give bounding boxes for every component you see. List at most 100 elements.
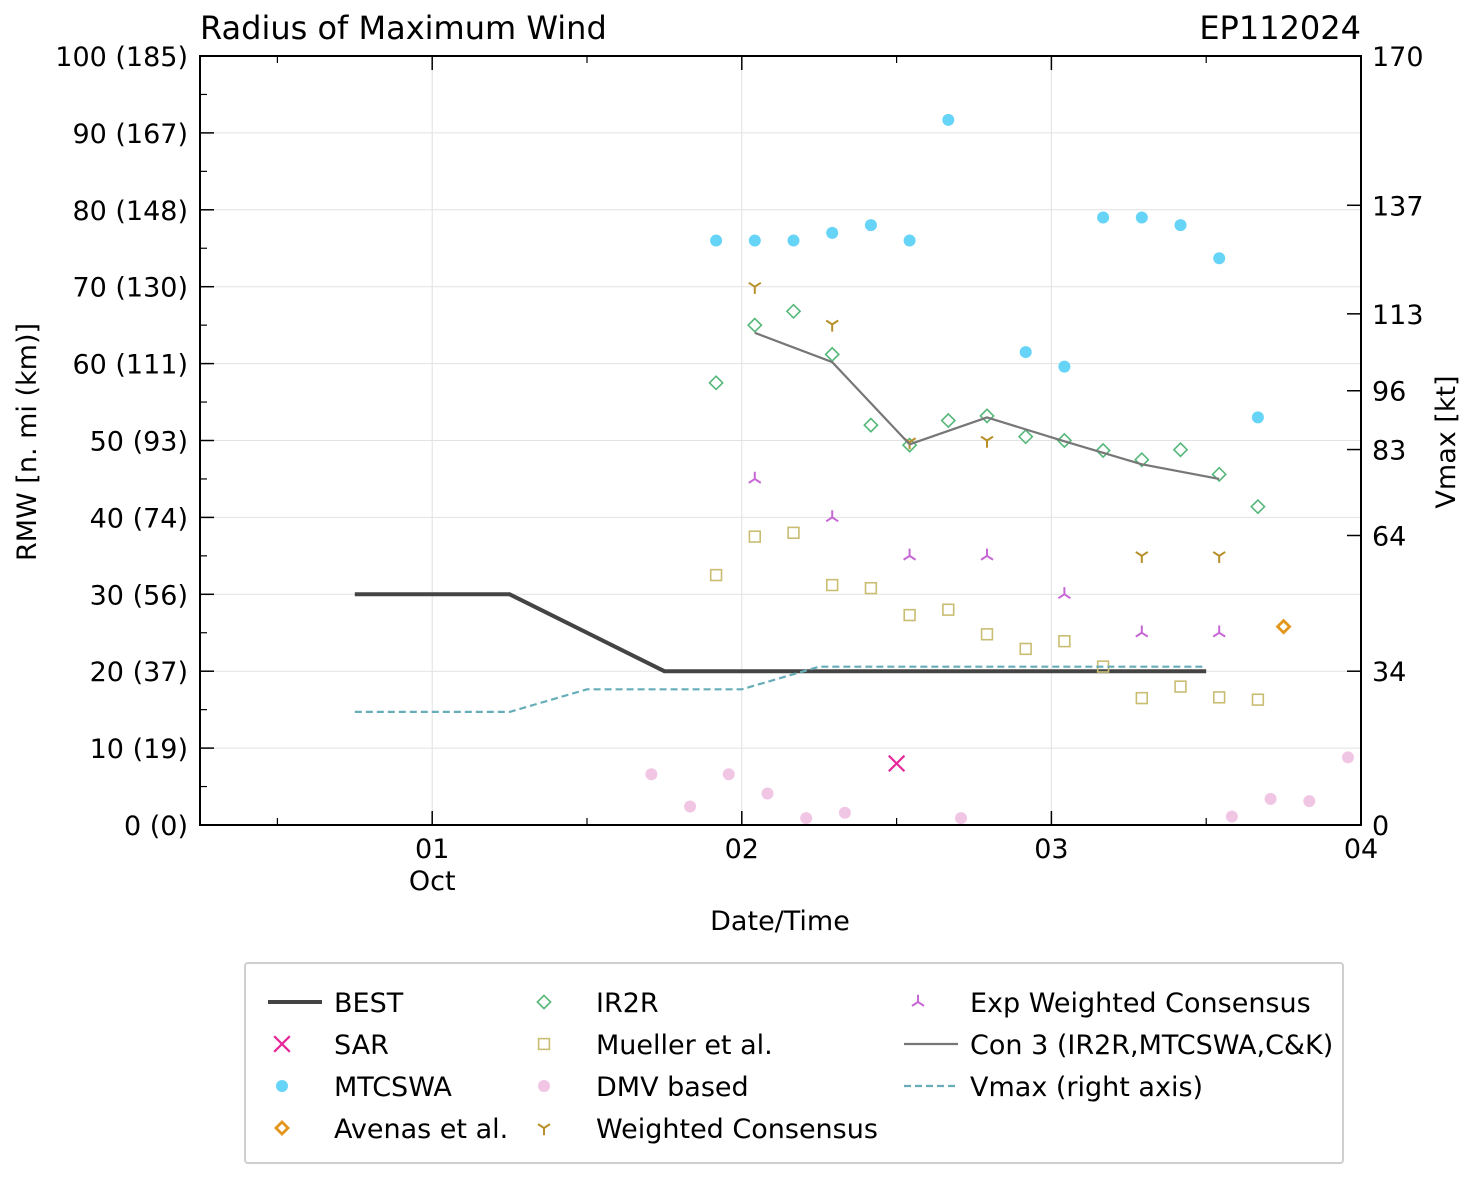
dmv-based-point: [1303, 795, 1316, 808]
weighted-consensus-point: [825, 319, 839, 332]
y-tick-label: 20 (37): [90, 657, 188, 688]
x-axis-label: Date/Time: [710, 906, 850, 937]
exp-weighted-consensus-point: [1135, 625, 1149, 638]
ir2r-point: [785, 303, 802, 320]
legend-label-mueller-et-al: Mueller et al.: [596, 1030, 773, 1061]
legend-label-sar: SAR: [334, 1030, 389, 1061]
grid-lines: [200, 55, 1362, 826]
mueller-et-al-point: [1019, 642, 1032, 656]
y2-tick-label: 64: [1372, 521, 1406, 552]
mtcswa-point: [1174, 219, 1187, 232]
mueller-et-al-point: [709, 568, 723, 582]
legend-entries: BEST SAR MTCSWA Avenas et al. IR2R Mueller et…: [268, 988, 1333, 1145]
x-tick-label: 02: [725, 834, 759, 865]
mtcswa-point: [1135, 211, 1148, 224]
mtcswa-point: [1058, 360, 1071, 373]
legend-label-ir2r: IR2R: [596, 988, 659, 1019]
legend-swatch-mtcswa: [276, 1080, 288, 1092]
mtcswa-point: [748, 234, 761, 247]
y-tick-label: 50 (93): [90, 427, 188, 458]
exp-weighted-consensus-point: [903, 548, 917, 561]
y2-tick-label: 96: [1372, 377, 1406, 408]
mueller-et-al-point: [748, 530, 762, 543]
legend-swatch-dmv-based: [538, 1080, 550, 1092]
y2-tick-label: 137: [1372, 191, 1424, 222]
exp-weighted-consensus-point: [1212, 625, 1226, 638]
legend-swatch-mueller-et-al: [537, 1037, 551, 1051]
best-line: [354, 592, 1207, 674]
dmv-based-point: [684, 800, 697, 813]
vmax-right-axis-line: [354, 665, 1207, 713]
mueller-et-al-point: [1135, 691, 1149, 705]
y-tick-label: 100 (185): [55, 42, 188, 73]
legend-label-avenas-et-al: Avenas et al.: [334, 1114, 508, 1145]
y-tick-label: 40 (74): [90, 503, 188, 534]
ir2r-point: [1250, 498, 1266, 515]
legend-swatch-avenas-et-al: [274, 1120, 290, 1136]
ir2r-point: [1056, 432, 1073, 449]
y-axis-label: RMW [n. mi (km)]: [12, 323, 43, 561]
ir2r-point: [940, 412, 957, 429]
mueller-et-al-point: [1058, 635, 1071, 648]
ir2r-point: [824, 346, 840, 363]
mueller-et-al-point: [942, 603, 955, 616]
legend-label-vmax-right-axis: Vmax (right axis): [970, 1072, 1203, 1103]
y-tick-label: 0 (0): [124, 811, 188, 842]
weighted-consensus-point: [748, 281, 762, 294]
y-tick-label: 90 (167): [72, 119, 188, 150]
mtcswa-point: [864, 219, 877, 232]
storm-id: EP112024: [1199, 9, 1361, 47]
legend-label-dmv-based: DMV based: [596, 1072, 749, 1103]
legend-swatch-exp-weighted-consensus: [911, 994, 925, 1007]
dmv-based-point: [800, 812, 813, 825]
y2-axis-label: Vmax [kt]: [1431, 375, 1462, 508]
mtcswa-point: [903, 234, 916, 247]
dmv-based-point: [1264, 792, 1277, 805]
mtcswa-point: [1097, 211, 1110, 224]
y2-tick-label: 113: [1372, 300, 1424, 331]
ir2r-point: [863, 417, 879, 433]
dmv-based-point: [1225, 810, 1238, 823]
weighted-consensus-point: [980, 435, 994, 448]
x-month-label: Oct: [409, 866, 456, 897]
mueller-et-al-point: [1213, 691, 1226, 704]
mueller-et-al-point: [1251, 693, 1265, 706]
y2-tick-label: 83: [1372, 436, 1406, 467]
legend-label-con-3-ir2r-mtcswa-c-k: Con 3 (IR2R,MTCSWA,C&K): [970, 1030, 1333, 1061]
y-tick-label: 60 (111): [72, 350, 188, 381]
exp-weighted-consensus-point: [1057, 587, 1071, 600]
y2-tick-label: 0: [1372, 811, 1389, 842]
mueller-et-al-point: [1174, 680, 1187, 693]
exp-weighted-consensus-point: [980, 548, 994, 561]
legend-label-best: BEST: [334, 988, 404, 1019]
ir2r-point: [1017, 428, 1034, 445]
legend-swatch-sar: [273, 1035, 291, 1053]
sar-point: [888, 754, 906, 773]
legend-swatch-weighted-consensus: [537, 1123, 551, 1136]
ir2r-point: [1172, 441, 1189, 458]
y-tick-label: 80 (148): [72, 196, 188, 227]
y2-tick-label: 34: [1372, 657, 1406, 688]
avenas-et-al-point: [1275, 618, 1292, 635]
mtcswa-point: [1019, 346, 1032, 359]
mueller-et-al-point: [826, 578, 839, 592]
mueller-et-al-point: [864, 581, 878, 595]
ir2r-point: [708, 375, 724, 391]
ir2r-point: [1134, 451, 1150, 468]
y-tick-label: 10 (19): [90, 734, 188, 765]
dmv-based-point: [761, 787, 774, 800]
mtcswa-point: [942, 113, 955, 126]
mtcswa-point: [1213, 252, 1226, 265]
chart-title: Radius of Maximum Wind: [200, 9, 607, 47]
weighted-consensus-point: [1212, 551, 1226, 564]
legend-label-exp-weighted-consensus: Exp Weighted Consensus: [970, 988, 1311, 1019]
x-tick-label: 01: [415, 834, 449, 865]
exp-weighted-consensus-point: [825, 510, 839, 523]
mueller-et-al-point: [787, 526, 800, 539]
axes: 0 (0) 10 (19) 20 (37) 30 (56) 40 (74) 50 (93)…: [55, 42, 1423, 897]
mtcswa-point: [787, 234, 800, 247]
exp-weighted-consensus-point: [748, 471, 762, 484]
ir2r-point: [979, 408, 995, 424]
series-layer: [354, 113, 1354, 825]
